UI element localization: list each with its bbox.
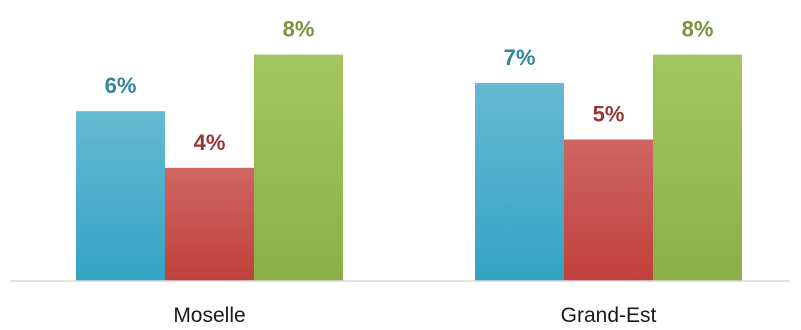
- bar-grand-est-series-1: [475, 82, 564, 282]
- bar-grand-est-series-2: [564, 139, 653, 281]
- data-label-moselle-series-2: 4%: [194, 130, 226, 155]
- category-label-grand-est: Grand-Est: [561, 304, 657, 327]
- bar-moselle-series-1: [76, 111, 165, 281]
- data-label-grand-est-series-2: 5%: [593, 102, 625, 127]
- bar-moselle-series-3: [254, 54, 343, 281]
- bar-moselle-series-2: [165, 167, 254, 281]
- data-label-grand-est-series-1: 7%: [504, 45, 536, 70]
- data-label-moselle-series-1: 6%: [105, 73, 137, 98]
- labels-group: 6% 4% 8% Moselle 7% 5% 8% Grand-Est: [105, 17, 714, 327]
- data-label-grand-est-series-3: 8%: [682, 17, 714, 42]
- bars-group: [76, 54, 742, 282]
- bar-grand-est-series-3: [653, 54, 742, 281]
- data-label-moselle-series-3: 8%: [283, 17, 315, 42]
- category-label-moselle: Moselle: [173, 304, 245, 327]
